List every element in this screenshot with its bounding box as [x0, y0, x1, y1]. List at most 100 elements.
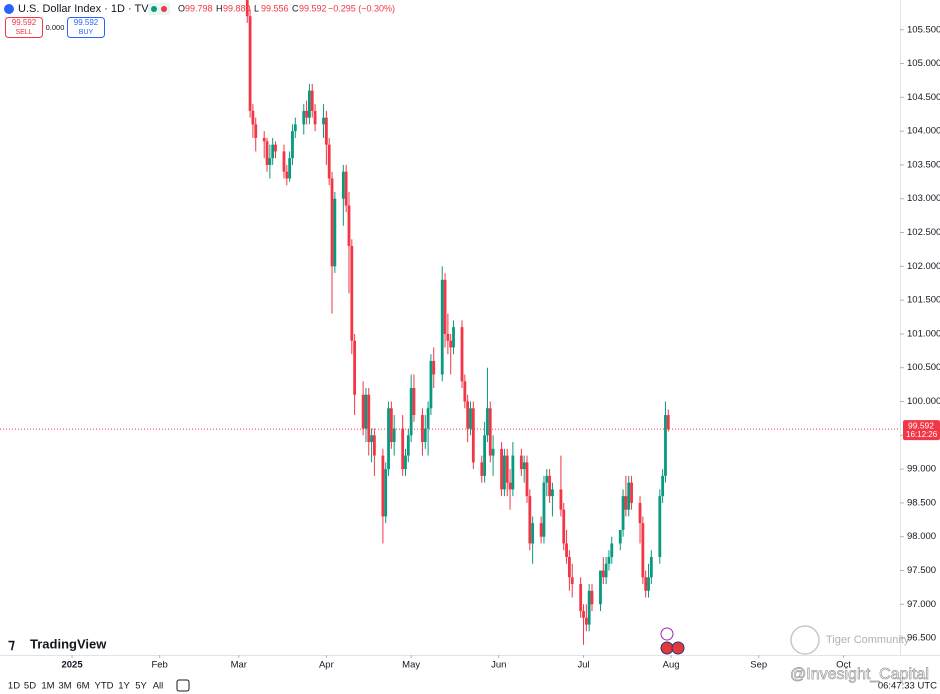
y-tick-label: 100.500	[907, 362, 940, 373]
candle-body	[333, 198, 337, 267]
candle-body	[460, 327, 464, 382]
buy-label: BUY	[79, 29, 94, 36]
candle-body	[347, 205, 351, 247]
x-tick-label: Mar	[231, 660, 247, 671]
sell-button[interactable]	[5, 17, 43, 38]
candle-body	[245, 0, 249, 17]
ohlc-key: L	[254, 3, 259, 13]
candle-body	[401, 428, 405, 470]
range-button[interactable]: YTD	[95, 681, 114, 692]
candle-body	[610, 543, 614, 557]
candle-body	[488, 408, 492, 456]
x-tick-label: Jun	[491, 660, 506, 671]
x-tick-label: Oct	[836, 660, 851, 671]
candle-body	[271, 144, 275, 159]
candle-body	[618, 529, 622, 544]
candle-body	[353, 340, 357, 395]
candle-body	[582, 611, 585, 618]
candle-body	[539, 523, 543, 537]
range-button[interactable]: All	[153, 681, 164, 692]
x-tick-label: Apr	[319, 660, 334, 671]
candle-body	[601, 570, 605, 578]
buy-button[interactable]	[67, 17, 105, 38]
candle-body	[327, 144, 331, 179]
candle-body	[579, 584, 583, 612]
range-button[interactable]: 5Y	[135, 681, 147, 692]
candle-body	[559, 489, 563, 510]
candle-body	[443, 279, 447, 334]
candle-body	[423, 428, 427, 443]
candle-body	[466, 401, 470, 429]
candle-body	[251, 110, 255, 125]
candle-body	[505, 455, 509, 483]
candle-body	[463, 381, 467, 402]
candle-body	[567, 556, 571, 578]
sell-price: 99.592	[12, 18, 37, 27]
candle-body	[607, 556, 611, 564]
ohlc-value: 99.592	[299, 3, 327, 13]
candle-body	[412, 387, 416, 416]
range-button[interactable]: 1D	[8, 681, 20, 692]
watermark-community: Tiger Community	[826, 634, 910, 646]
candle-body	[440, 279, 444, 375]
candle-body	[426, 408, 430, 429]
range-button[interactable]: 5D	[24, 681, 36, 692]
candle-body	[361, 394, 365, 429]
date-range-icon[interactable]	[176, 679, 190, 692]
candle-body	[599, 570, 602, 605]
candle-body	[288, 158, 292, 179]
candle-body	[621, 496, 625, 530]
candle-body	[624, 496, 628, 510]
x-tick-label: Feb	[151, 660, 167, 671]
candle-body	[630, 482, 633, 503]
range-button[interactable]: 1M	[41, 681, 54, 692]
candle-body	[341, 171, 345, 199]
candle-body	[429, 360, 433, 409]
event-icon[interactable]	[671, 641, 685, 655]
candle-body	[291, 131, 294, 159]
ohlc-key: H	[216, 3, 223, 13]
candle-body	[452, 327, 455, 348]
last-price-tag	[903, 420, 940, 441]
candle-body	[480, 462, 484, 476]
candle-body	[471, 408, 475, 463]
candle-body	[330, 178, 334, 267]
countdown: 16:12:26	[906, 430, 938, 439]
candle-body	[248, 16, 252, 111]
candle-body	[658, 496, 662, 557]
candle-body	[392, 428, 396, 443]
candle-body	[491, 448, 495, 456]
y-tick-label: 96.500	[907, 633, 936, 644]
symbol-icon	[4, 4, 14, 14]
y-tick-label: 97.000	[907, 599, 936, 610]
x-tick-label: May	[402, 660, 420, 671]
spread: 0.000	[46, 23, 65, 32]
buy-price: 99.592	[74, 18, 99, 27]
range-button[interactable]: 6M	[76, 681, 89, 692]
y-tick-label: 101.000	[907, 328, 940, 339]
candle-body	[308, 90, 311, 118]
candle-body	[254, 124, 258, 138]
candle-body	[421, 415, 424, 443]
candle-body	[525, 462, 529, 497]
brand: TradingView	[30, 636, 107, 651]
candle-body	[511, 455, 515, 490]
range-button[interactable]: 3M	[58, 681, 71, 692]
candle-body	[604, 563, 608, 578]
event-icon[interactable]	[660, 641, 674, 655]
x-tick-label: Jul	[577, 660, 589, 671]
candle-body	[389, 408, 393, 443]
y-tick-label: 104.000	[907, 126, 940, 137]
event-icon[interactable]	[660, 627, 674, 641]
ohlc-value: 99.880	[223, 3, 251, 13]
candle-body	[483, 435, 487, 476]
range-button[interactable]: 1Y	[118, 681, 130, 692]
candle-body	[268, 158, 272, 165]
ohlc-value: 99.556	[261, 3, 289, 13]
candle-body	[584, 617, 588, 625]
candle-body	[282, 151, 286, 172]
candle-body	[324, 117, 328, 145]
last-price-label: 99.592	[908, 420, 934, 430]
y-tick-label: 103.000	[907, 193, 940, 204]
x-tick-label: 2025	[61, 660, 83, 671]
